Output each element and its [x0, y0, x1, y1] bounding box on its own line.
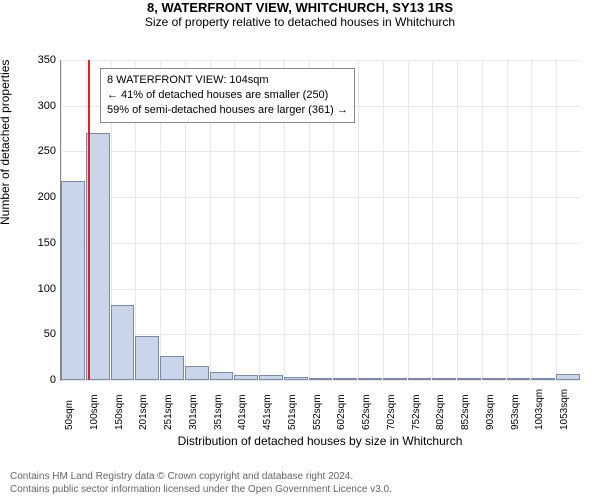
- x-tick: 251sqm: [163, 394, 174, 430]
- annot-line-2: 59% of semi-detached houses are larger (…: [107, 103, 348, 118]
- bar: [135, 336, 159, 380]
- y-tick: 100: [16, 283, 56, 295]
- bar: [457, 378, 481, 380]
- x-tick: 351sqm: [213, 394, 224, 430]
- y-tick: 0: [16, 374, 56, 386]
- bar: [408, 378, 432, 380]
- bar: [507, 378, 531, 380]
- x-tick: 602sqm: [336, 394, 347, 430]
- annotation-box: 8 WATERFRONT VIEW: 104sqm ← 41% of detac…: [100, 68, 355, 123]
- x-tick: 752sqm: [411, 394, 422, 430]
- x-tick: 652sqm: [361, 394, 372, 430]
- x-axis-label: Distribution of detached houses by size …: [60, 434, 580, 448]
- y-axis-label: Number of detached properties: [0, 60, 12, 225]
- x-tick: 100sqm: [89, 394, 100, 430]
- bar: [358, 378, 382, 380]
- bar: [234, 375, 258, 380]
- chart-subtitle: Size of property relative to detached ho…: [0, 15, 600, 29]
- y-tick: 150: [16, 237, 56, 249]
- footer: Contains HM Land Registry data © Crown c…: [10, 470, 392, 496]
- bar: [284, 377, 308, 380]
- x-tick: 451sqm: [262, 394, 273, 430]
- chart-container: { "title": "8, WATERFRONT VIEW, WHITCHUR…: [0, 0, 600, 500]
- x-tick: 150sqm: [114, 394, 125, 430]
- footer-line-1: Contains HM Land Registry data © Crown c…: [10, 470, 392, 483]
- x-tick: 552sqm: [312, 394, 323, 430]
- y-tick: 250: [16, 145, 56, 157]
- y-tick: 200: [16, 191, 56, 203]
- bar: [432, 378, 456, 380]
- x-tick: 50sqm: [64, 400, 75, 430]
- bar: [309, 378, 333, 380]
- x-tick: 301sqm: [188, 394, 199, 430]
- annot-line-0: 8 WATERFRONT VIEW: 104sqm: [107, 73, 348, 88]
- x-tick: 953sqm: [510, 394, 521, 430]
- x-tick: 802sqm: [435, 394, 446, 430]
- footer-line-2: Contains public sector information licen…: [10, 483, 392, 496]
- bar: [482, 378, 506, 380]
- chart-title: 8, WATERFRONT VIEW, WHITCHURCH, SY13 1RS: [0, 0, 600, 15]
- x-tick: 1003sqm: [534, 389, 545, 430]
- x-tick: 1053sqm: [559, 389, 570, 430]
- x-tick: 201sqm: [138, 394, 149, 430]
- y-tick: 50: [16, 328, 56, 340]
- bar: [531, 378, 555, 380]
- property-marker: [88, 60, 90, 380]
- x-tick: 903sqm: [485, 394, 496, 430]
- x-tick: 852sqm: [460, 394, 471, 430]
- bar: [185, 366, 209, 380]
- bar: [160, 356, 184, 380]
- annot-line-1: ← 41% of detached houses are smaller (25…: [107, 88, 348, 103]
- bar: [383, 378, 407, 380]
- bar: [333, 378, 357, 380]
- bar: [259, 375, 283, 380]
- bar: [61, 181, 85, 380]
- bar: [210, 372, 234, 380]
- y-tick: 350: [16, 54, 56, 66]
- y-tick: 300: [16, 100, 56, 112]
- bar: [556, 374, 580, 380]
- x-tick: 501sqm: [287, 394, 298, 430]
- x-tick: 401sqm: [237, 394, 248, 430]
- x-tick: 702sqm: [386, 394, 397, 430]
- bar: [111, 305, 135, 380]
